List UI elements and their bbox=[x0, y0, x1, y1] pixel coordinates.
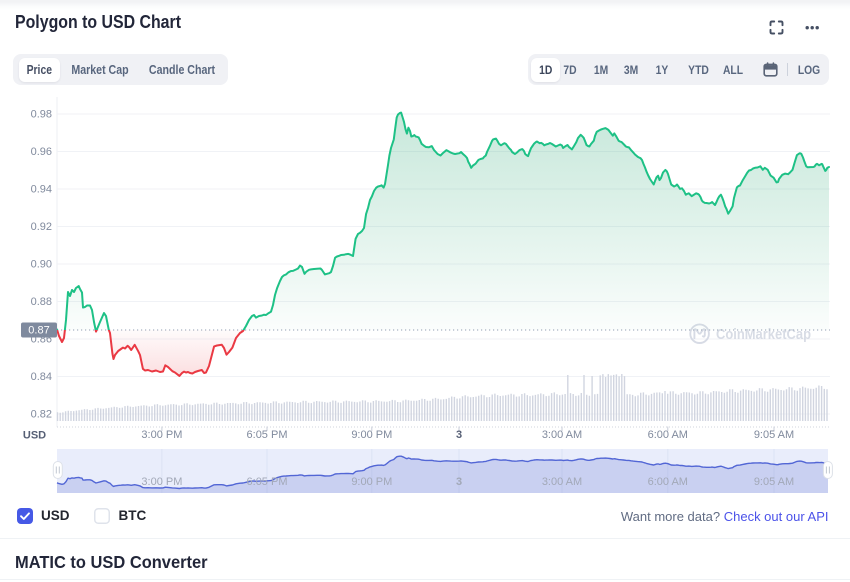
svg-text:0.84: 0.84 bbox=[31, 371, 52, 383]
svg-text:9:05 AM: 9:05 AM bbox=[754, 476, 794, 488]
svg-text:USD: USD bbox=[23, 430, 46, 442]
svg-text:3: 3 bbox=[456, 476, 462, 488]
svg-text:6:00 AM: 6:00 AM bbox=[648, 476, 688, 488]
svg-text:9:00 PM: 9:00 PM bbox=[351, 476, 392, 488]
svg-text:3:00 AM: 3:00 AM bbox=[542, 476, 582, 488]
svg-text:3:00 PM: 3:00 PM bbox=[141, 429, 182, 441]
svg-text:6:05 PM: 6:05 PM bbox=[247, 429, 288, 441]
svg-text:3: 3 bbox=[456, 429, 462, 441]
svg-text:0.88: 0.88 bbox=[31, 296, 52, 308]
svg-text:0.98: 0.98 bbox=[31, 109, 52, 121]
svg-text:3:00 AM: 3:00 AM bbox=[542, 429, 582, 441]
svg-text:0.82: 0.82 bbox=[31, 409, 52, 421]
svg-text:0.94: 0.94 bbox=[31, 184, 52, 196]
svg-text:0.90: 0.90 bbox=[31, 259, 52, 271]
svg-text:CoinMarketCap: CoinMarketCap bbox=[716, 327, 811, 343]
svg-text:9:00 PM: 9:00 PM bbox=[351, 429, 392, 441]
svg-text:0.87: 0.87 bbox=[28, 325, 49, 337]
svg-text:0.96: 0.96 bbox=[31, 146, 52, 158]
svg-text:9:05 AM: 9:05 AM bbox=[754, 429, 794, 441]
svg-text:6:00 AM: 6:00 AM bbox=[648, 429, 688, 441]
svg-text:6:05 PM: 6:05 PM bbox=[247, 476, 288, 488]
svg-text:3:00 PM: 3:00 PM bbox=[141, 476, 182, 488]
svg-text:0.92: 0.92 bbox=[31, 221, 52, 233]
